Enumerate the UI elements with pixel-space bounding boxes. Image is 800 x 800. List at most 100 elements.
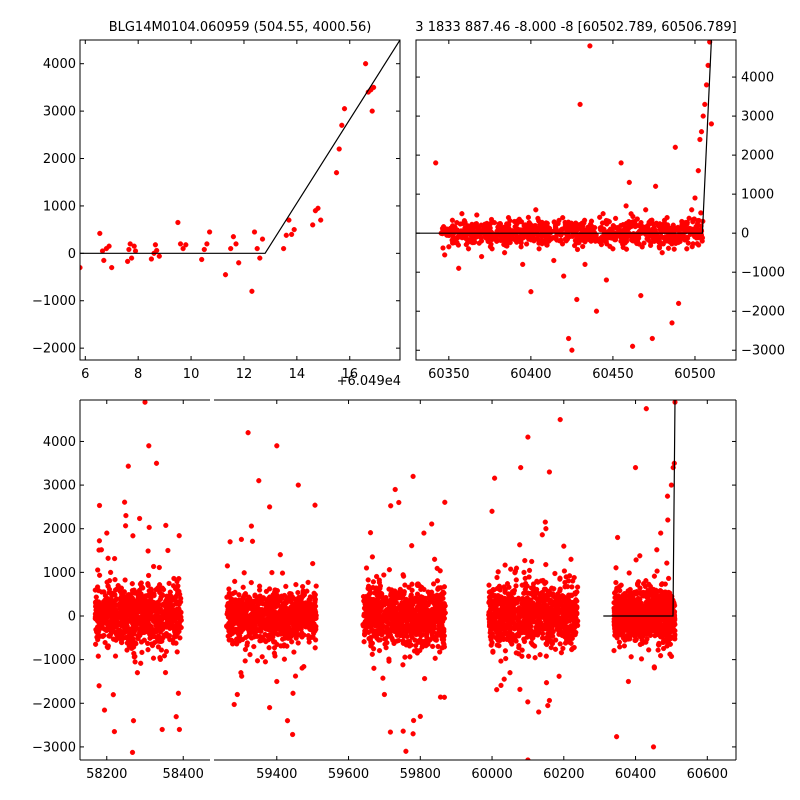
data-point — [94, 624, 101, 630]
data-point — [672, 144, 678, 150]
data-point — [494, 595, 500, 601]
data-point — [281, 246, 287, 252]
data-point — [123, 634, 129, 641]
data-point — [93, 594, 99, 600]
data-point — [96, 502, 103, 509]
data-point — [164, 633, 171, 639]
data-point — [371, 596, 377, 603]
data-point — [310, 634, 316, 640]
data-point — [574, 246, 581, 253]
data-point — [382, 636, 388, 642]
data-point — [453, 226, 459, 233]
data-point — [557, 641, 563, 647]
data-point — [175, 219, 181, 226]
data-point — [440, 626, 446, 633]
top-right-ytick-label: 0 — [741, 227, 749, 242]
data-point — [620, 241, 626, 247]
data-point — [102, 639, 108, 646]
data-point — [502, 250, 508, 256]
data-point — [487, 606, 494, 613]
data-point — [269, 569, 275, 576]
data-point — [651, 225, 657, 231]
data-point — [290, 623, 297, 629]
data-point — [378, 614, 385, 620]
data-point — [114, 633, 121, 640]
data-point — [176, 621, 182, 627]
data-point — [702, 101, 708, 108]
data-point — [542, 586, 549, 592]
data-point — [553, 234, 559, 240]
data-point — [459, 211, 465, 217]
data-point — [535, 628, 542, 634]
data-point — [257, 255, 263, 261]
data-point — [551, 219, 557, 225]
data-point — [411, 648, 418, 654]
data-point — [488, 611, 495, 618]
data-point — [267, 601, 273, 607]
data-point — [580, 243, 586, 250]
data-point — [409, 581, 415, 587]
data-point — [409, 543, 415, 549]
data-point — [304, 610, 310, 616]
panel-top-left-frame — [79, 39, 401, 361]
data-point — [229, 599, 235, 605]
data-point — [569, 233, 576, 239]
data-point — [556, 673, 562, 679]
data-point — [572, 614, 578, 621]
top-left-ytick-label: 4000 — [43, 57, 76, 72]
model-line — [80, 40, 400, 254]
data-point — [400, 628, 406, 634]
data-point — [568, 606, 574, 612]
data-point — [437, 649, 443, 655]
data-point — [516, 608, 522, 614]
data-point — [371, 665, 377, 671]
data-point — [561, 594, 567, 600]
data-point — [544, 635, 550, 641]
data-point — [694, 241, 700, 247]
data-point — [412, 607, 418, 614]
data-point — [154, 247, 160, 254]
data-point — [110, 627, 116, 633]
data-point — [535, 597, 541, 603]
data-point — [525, 653, 532, 659]
top-left-ytick-label: 1000 — [43, 199, 76, 214]
data-point — [96, 572, 103, 578]
data-point — [123, 512, 129, 519]
data-point — [543, 238, 549, 244]
data-point — [207, 229, 213, 235]
data-point — [255, 609, 262, 615]
data-point — [542, 519, 548, 525]
data-point — [534, 586, 540, 593]
top-right-ytick-label: −2000 — [741, 305, 785, 320]
data-point — [574, 589, 580, 595]
data-point — [155, 601, 162, 607]
data-point — [239, 597, 245, 603]
data-point — [476, 240, 482, 246]
data-point — [546, 624, 553, 631]
data-point — [638, 656, 645, 662]
data-point — [538, 593, 545, 599]
data-point — [434, 578, 441, 584]
data-point — [638, 293, 644, 299]
data-point — [536, 246, 542, 252]
data-point — [163, 648, 170, 655]
top-left-xtick-label: 12 — [236, 367, 253, 382]
data-point — [449, 217, 456, 223]
data-point — [700, 113, 706, 119]
data-point — [283, 583, 289, 590]
data-point — [507, 240, 513, 246]
data-point — [131, 589, 138, 595]
data-point — [243, 611, 249, 618]
data-point — [523, 599, 529, 605]
data-point — [100, 625, 106, 631]
data-point — [627, 219, 634, 226]
data-point — [384, 629, 390, 635]
data-point — [501, 584, 507, 590]
data-point — [379, 627, 385, 634]
data-point — [244, 600, 250, 607]
data-point — [369, 651, 375, 657]
data-point — [408, 631, 414, 637]
data-point — [549, 632, 555, 639]
data-point — [560, 215, 566, 221]
